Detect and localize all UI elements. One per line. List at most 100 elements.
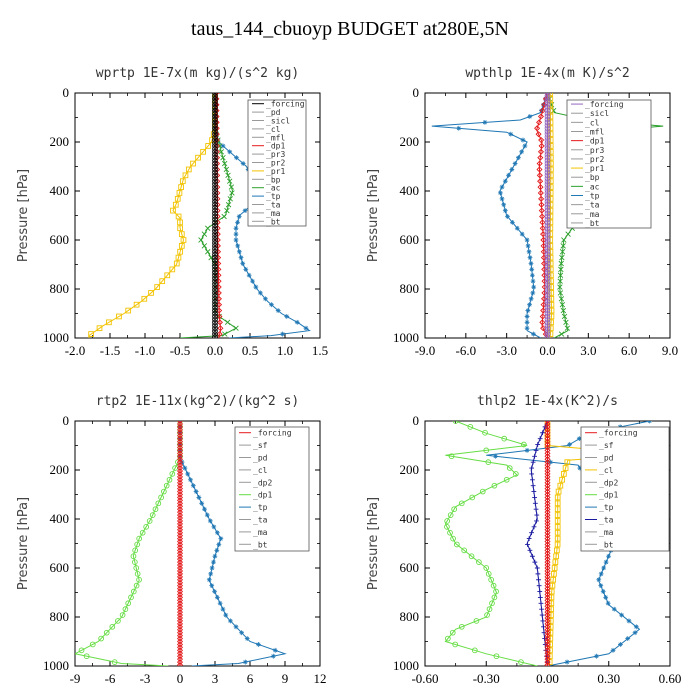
x-tick-label: -1.0 [135,343,156,358]
data-point [111,659,118,665]
legend-entry: _cl [599,466,614,475]
data-point [178,184,184,190]
data-point [235,243,241,249]
data-point [527,547,533,553]
data-point [524,237,530,243]
data-point [544,585,551,592]
data-point [544,579,551,586]
data-point [149,512,156,518]
data-point [212,204,218,211]
data-point [544,612,551,619]
data-point [564,459,571,466]
data-point [544,163,551,170]
data-point [209,583,215,589]
data-point [233,325,239,331]
data-point [223,612,229,618]
legend-entry: _ac [266,184,281,193]
legend-entry: _bt [599,540,614,549]
data-point [212,298,218,305]
data-point [128,594,134,601]
data-point [547,113,554,120]
data-point [106,319,112,326]
data-point [544,245,551,252]
panel-title: wprtp 1E-7x(m kg)/(s^2 kg) [96,66,300,81]
data-point [544,659,551,666]
data-point [212,240,218,246]
data-point [201,231,208,237]
data-point [605,600,611,606]
series-group [444,421,652,666]
data-point [448,453,455,460]
data-point [544,538,551,545]
data-point [544,290,551,296]
data-point [212,113,218,120]
data-point [544,266,551,273]
data-point [240,161,246,166]
data-point [524,325,530,331]
data-point [544,137,551,143]
data-point [212,195,218,202]
data-point [176,523,184,530]
data-point [176,529,184,536]
data-point [554,541,561,548]
data-point [132,559,138,565]
data-point [548,290,555,296]
data-point [577,465,583,471]
data-point [493,653,500,660]
data-point [214,547,220,553]
data-point [217,600,223,606]
data-point [529,272,535,278]
y-axis-label: Pressure [hPa] [366,497,381,590]
data-point [484,612,490,618]
data-point [547,148,554,155]
data-point [212,263,218,270]
data-point [598,571,604,577]
data-point [512,161,518,166]
data-point [557,272,564,278]
data-point [176,456,184,463]
data-point [548,307,555,314]
data-point [225,172,231,179]
data-point [493,453,498,459]
data-point [176,564,184,572]
data-point [212,107,218,114]
series-line-dp1 [444,421,538,666]
data-point [551,565,558,571]
data-point [544,293,551,299]
data-point [547,201,554,208]
data-point [558,296,565,302]
data-point [205,249,211,255]
data-point [544,494,551,501]
x-tick-label: -2.0 [65,343,86,358]
y-tick-label: 600 [400,560,420,575]
data-point [594,653,599,659]
data-point [212,237,218,243]
legend-box [566,99,652,229]
data-point [176,497,184,504]
data-point [280,331,285,337]
x-tick-label: 0.60 [659,671,682,686]
data-point [539,319,546,326]
x-tick-label: 0 [177,671,184,686]
data-point [544,476,551,483]
data-point [544,573,551,580]
data-point [544,284,551,290]
data-point [473,618,480,624]
y-tick-label: 1000 [43,330,69,345]
data-point [554,506,561,513]
data-point [176,647,184,654]
data-point [193,489,199,494]
data-point [212,190,218,196]
data-point [275,308,281,313]
data-point [544,175,551,182]
data-point [544,638,551,645]
data-point [212,122,218,129]
data-point [536,583,542,589]
data-point [212,281,218,287]
data-point [536,577,541,583]
data-point [557,278,563,284]
data-point [564,325,571,331]
data-point [447,529,453,536]
data-point [270,653,276,659]
data-point [212,304,218,311]
